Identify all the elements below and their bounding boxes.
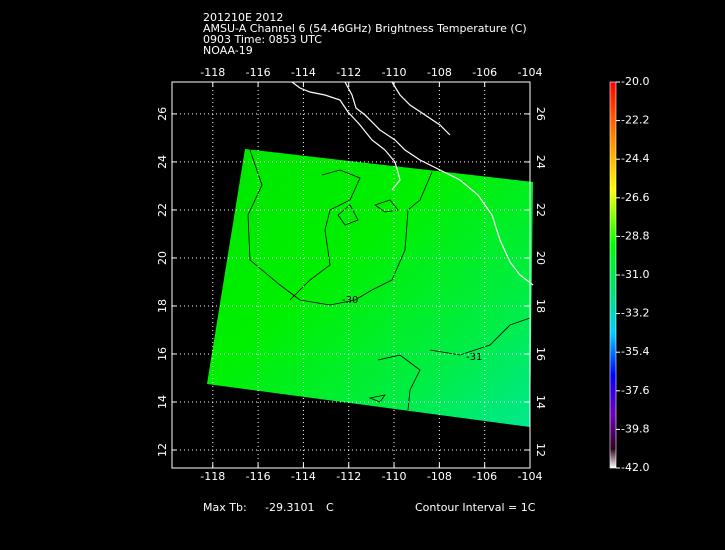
x-tick-label-top: -104: [518, 66, 543, 79]
x-tick-label-top: -112: [336, 66, 361, 79]
y-tick-label-right: 12: [534, 443, 547, 457]
colorbar-label: -39.8: [621, 422, 649, 435]
y-tick-label-right: 18: [534, 299, 547, 313]
colorbar-label: -24.4: [621, 152, 649, 165]
x-tick-label-bottom: -110: [382, 470, 407, 483]
map-frame: [171, 81, 531, 469]
swath: [207, 149, 533, 427]
contours: [247, 149, 531, 411]
colorbar-label: -35.4: [621, 345, 649, 358]
y-tick-label-right: 20: [534, 251, 547, 265]
x-tick-label-top: -106: [472, 66, 497, 79]
y-tick-label-left: 22: [156, 203, 169, 217]
x-tick-label-bottom: -108: [427, 470, 452, 483]
x-tick-label-top: -118: [200, 66, 225, 79]
x-tick-label-top: -108: [427, 66, 452, 79]
colorbar-label: -31.0: [621, 268, 649, 281]
contour-label: -30: [342, 295, 358, 306]
contour-line: [337, 204, 359, 226]
x-tick-label-top: -114: [291, 66, 316, 79]
contour-line: [429, 317, 531, 356]
contour-interval: Contour Interval = 1C: [415, 501, 536, 514]
y-tick-label-right: 24: [534, 155, 547, 169]
contour-line: [247, 149, 433, 306]
y-tick-label-right: 26: [534, 107, 547, 121]
y-tick-label-left: 26: [156, 107, 169, 121]
colorbar-label: -33.2: [621, 307, 649, 320]
y-tick-label-right: 14: [534, 395, 547, 409]
x-tick-label-bottom: -106: [472, 470, 497, 483]
title-line: 0903 Time: 0853 UTC: [203, 33, 322, 46]
y-tick-label-right: 16: [534, 347, 547, 361]
coast-path: [344, 81, 534, 286]
x-tick-label-bottom: -104: [518, 470, 543, 483]
max-unit: C: [326, 501, 334, 514]
max-value: -29.3101: [265, 501, 314, 514]
contour-line: [374, 199, 399, 213]
contour-label: -31: [466, 352, 482, 363]
contour-line: [368, 394, 386, 403]
title-line: NOAA-19: [203, 44, 253, 57]
y-tick-label-left: 12: [156, 443, 169, 457]
colorbar-label: -20.0: [621, 75, 649, 88]
y-tick-label-left: 24: [156, 155, 169, 169]
y-tick-label-left: 16: [156, 347, 169, 361]
x-tick-label-top: -116: [246, 66, 271, 79]
colorbar-label: -28.8: [621, 229, 649, 242]
colorbar-label: -42.0: [621, 461, 649, 474]
contour-line: [377, 354, 421, 411]
title-line: 201210E 2012: [203, 11, 283, 24]
y-tick-label-left: 14: [156, 395, 169, 409]
x-tick-label-bottom: -114: [291, 470, 316, 483]
title-line: AMSU-A Channel 6 (54.46GHz) Brightness T…: [203, 22, 527, 35]
y-tick-label-left: 18: [156, 299, 169, 313]
coastline: [291, 81, 534, 286]
x-tick-label-bottom: -116: [246, 470, 271, 483]
y-tick-label-right: 22: [534, 203, 547, 217]
colorbar-label: -26.6: [621, 191, 649, 204]
y-tick-label-left: 20: [156, 251, 169, 265]
x-tick-label-top: -110: [382, 66, 407, 79]
contour-line: [289, 169, 361, 301]
x-tick-label-bottom: -112: [336, 470, 361, 483]
colorbar: [610, 82, 616, 468]
coast-path: [391, 81, 451, 136]
colorbar-label: -37.6: [621, 384, 649, 397]
coast-path: [291, 81, 401, 191]
max-label: Max Tb:: [203, 501, 247, 514]
colorbar-label: -22.2: [621, 114, 649, 127]
x-tick-label-bottom: -118: [200, 470, 225, 483]
